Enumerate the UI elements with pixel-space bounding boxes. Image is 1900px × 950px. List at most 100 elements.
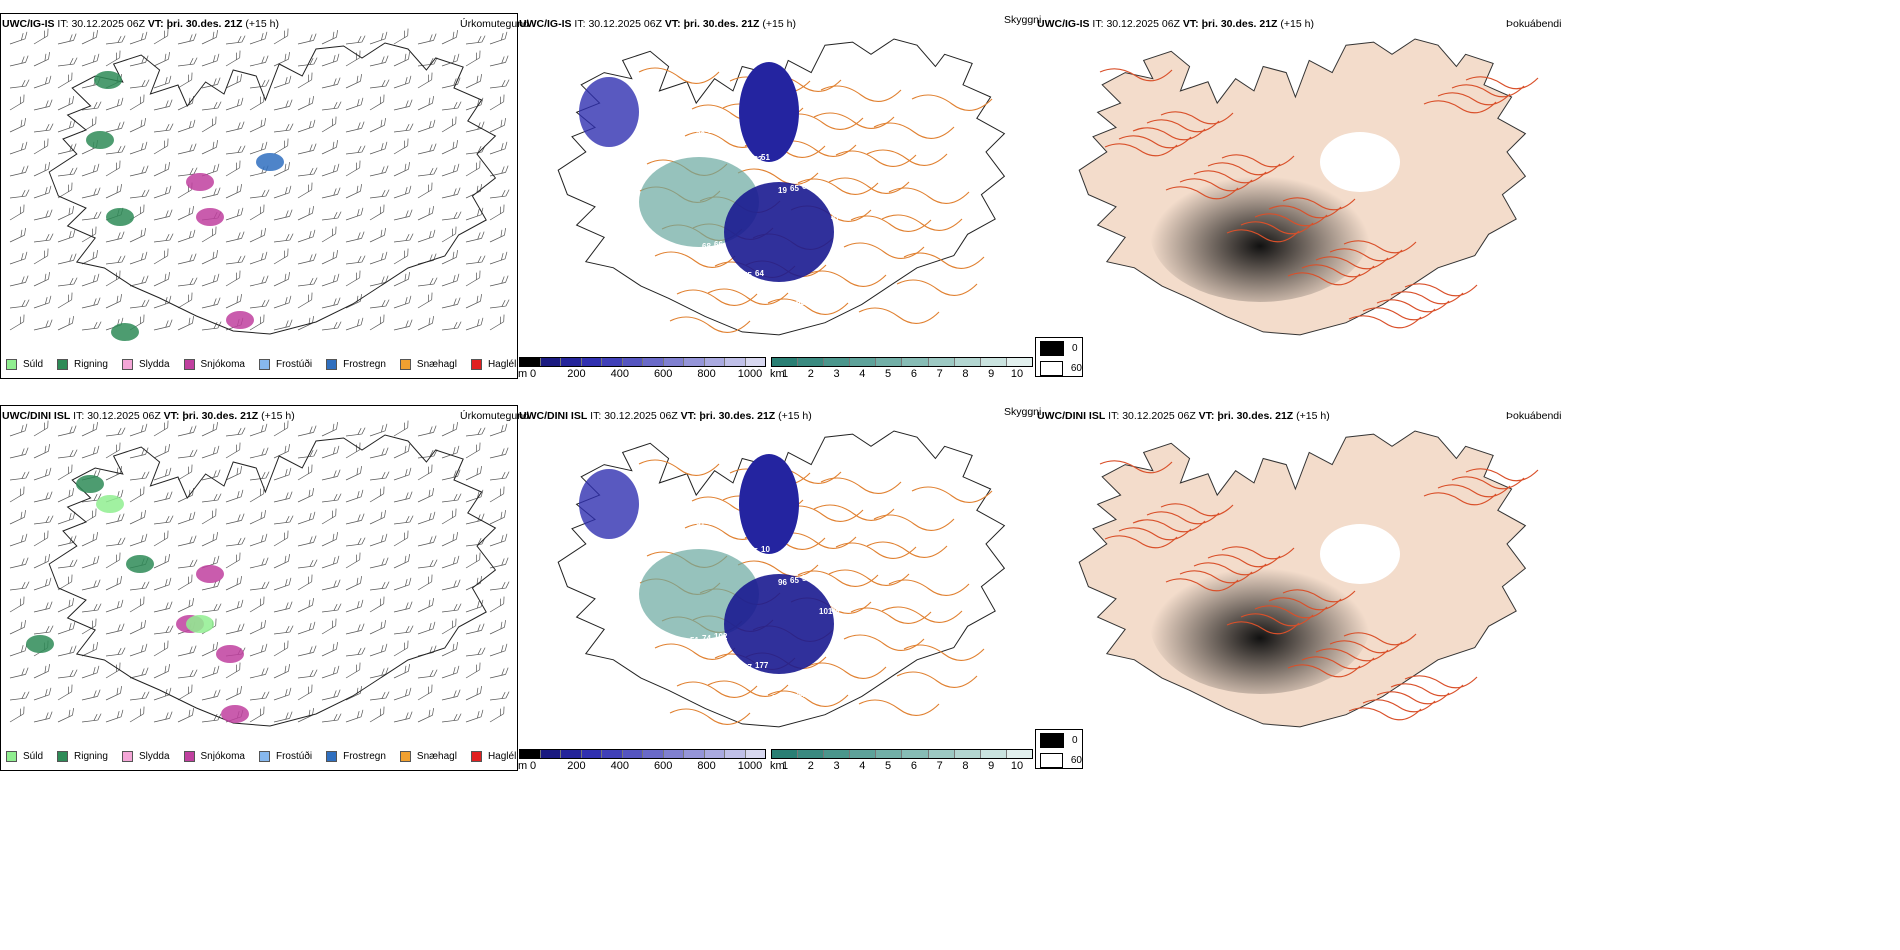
road-line [1301,264,1375,278]
colorbar-tick: 1 [781,368,789,380]
it-value: 30.12.2025 06Z [588,18,662,30]
wind-barb [33,625,54,635]
wind-barb [105,121,125,133]
wind-barb [393,625,414,635]
wind-barb [9,55,29,67]
wind-barb [105,160,121,177]
wind-barb [297,574,313,591]
bottom-precip-frame [0,405,518,771]
wind-barb [321,140,338,155]
wind-barb [201,603,222,613]
wind-barb [441,689,461,701]
coastline [48,42,497,335]
wind-barb [225,576,242,591]
road-line [1376,299,1450,313]
wind-barb [177,292,193,309]
road-line [1315,256,1389,270]
road-line [896,671,978,688]
wind-barb [57,316,74,331]
wind-barb [369,667,389,679]
colorbar-cells [519,357,766,367]
wind-barb [465,35,486,45]
wind-barb [177,425,197,437]
wind-barb [153,75,172,89]
wind-barb [81,689,101,701]
colorbar-cell [581,358,602,366]
wind-barb [465,709,484,723]
wind-barb [153,554,170,569]
legend-item: Snæhagl [399,751,457,762]
wind-barb [129,275,149,287]
bottom-height-colorbar: m 0 200 400 600 800 1000 [518,749,766,773]
road-line [1165,186,1239,200]
cloud-base-label: 96 [778,578,787,587]
wind-barb [201,532,218,547]
fog-legend-row: 60 [1036,358,1082,378]
cloud-base-label: 62 [708,518,717,527]
model-name: UWC/IG-IS [1037,18,1090,30]
wind-barb [225,442,241,459]
model-name: UWC/DINI ISL [519,410,588,422]
wind-barb [489,596,505,613]
wind-barb [129,118,146,133]
wind-barb [489,314,505,331]
colorbar-tick: 7 [936,760,943,772]
wind-barb [393,123,414,133]
wind-barb [345,270,361,287]
wind-barb [81,579,101,591]
wind-barb [345,160,361,177]
cloud-base-label: 10 [761,545,770,554]
lead-time: (+15 h) [762,18,796,30]
wind-barb [177,33,197,45]
low-cloud-area [739,62,799,162]
wind-barb [81,187,101,199]
road-line [843,242,925,259]
wind-barb [369,165,389,177]
wind-barb [81,665,100,679]
cloud-base-label: 47 [731,665,740,674]
wind-barb [153,530,169,547]
wind-barb [489,581,510,591]
legend-swatch [258,359,270,370]
colorbar-cell [684,358,705,366]
colorbar-tick: 9 [988,368,995,380]
wind-barb [249,471,270,481]
lead-time: (+15 h) [778,410,812,422]
wind-barb [249,141,268,155]
wind-barb [249,299,270,309]
wind-barb [345,647,366,657]
wind-barb [129,79,150,89]
cloud-base-label: 58 [696,128,705,137]
wind-barb [345,317,364,331]
wind-barb [393,554,410,569]
wind-barb [369,510,386,525]
wind-barb [465,50,481,67]
road-line [654,643,736,660]
colorbar-cell [980,358,1007,366]
precip-area [196,208,224,226]
wind-barb [249,667,269,679]
colorbar-ticks: km 1 2 3 4 5 6 7 8 9 10 [770,367,1033,381]
road-line [676,289,758,306]
wind-barb [177,708,194,723]
wind-barb [33,687,52,701]
colorbar-cell [602,750,623,758]
wind-barb [81,618,97,635]
visibility-title: Skyggni [1004,406,1042,418]
wind-barb [9,533,28,547]
wind-barb [369,55,389,67]
wind-barb [33,444,50,459]
wind-barb [441,579,461,591]
wind-barb [489,533,508,547]
wind-barb [297,277,318,287]
road-line [1165,578,1239,592]
wind-barb [153,99,173,111]
wind-barb [201,713,222,723]
cloud-base-label: 102 [714,632,728,641]
colorbar-tick: 200 [567,760,586,772]
wind-barb [297,229,316,243]
colorbar-tick: 7 [936,368,943,380]
wind-barb [273,687,292,701]
wind-barb [321,555,340,569]
colorbar-tick: 5 [885,760,892,772]
